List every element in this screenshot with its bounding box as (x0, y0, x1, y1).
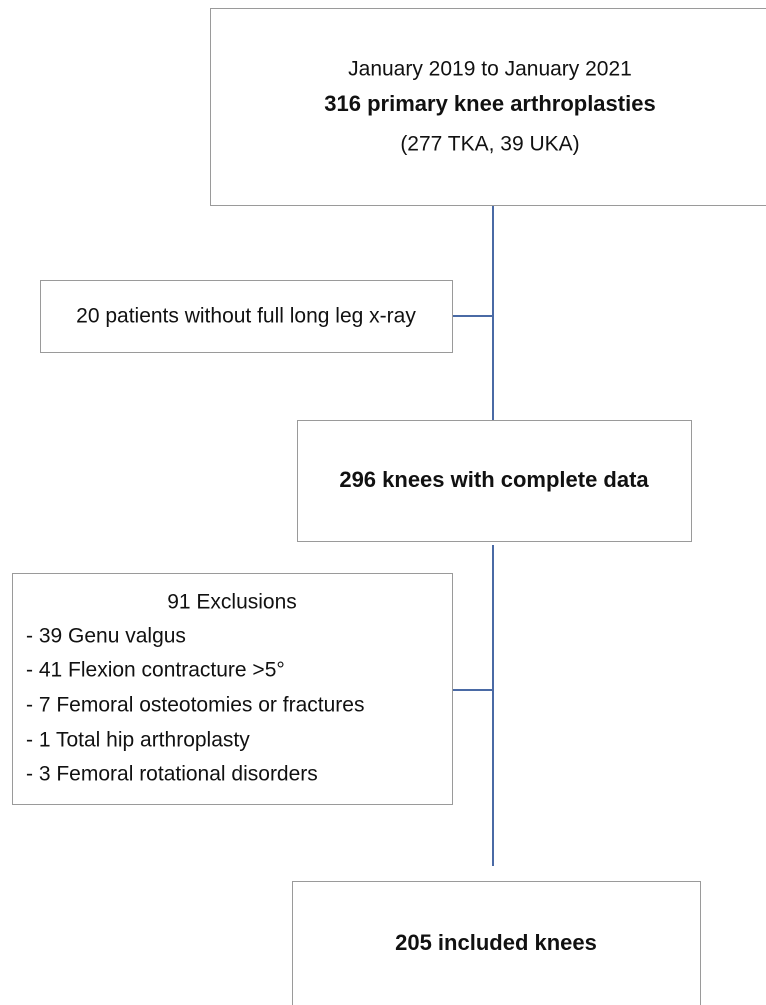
node-text: - 7 Femoral osteotomies or fractures (26, 694, 364, 717)
box (297, 420, 692, 542)
node-text: - 41 Flexion contracture >5° (26, 659, 285, 682)
node-text: - 3 Femoral rotational disorders (26, 763, 318, 786)
node-text: 316 primary knee arthroplasties (324, 91, 655, 116)
node-text: 20 patients without full long leg x-ray (76, 305, 416, 328)
box (292, 881, 701, 1005)
box (12, 573, 453, 805)
node-text: January 2019 to January 2021 (348, 58, 632, 81)
node-text: - 39 Genu valgus (26, 625, 186, 648)
node-text: - 1 Total hip arthroplasty (26, 729, 250, 752)
node-text: 205 included knees (395, 930, 597, 955)
box (40, 280, 453, 353)
node-text: (277 TKA, 39 UKA) (400, 133, 579, 156)
node-text: 91 Exclusions (167, 591, 297, 614)
node-text: 296 knees with complete data (339, 467, 649, 492)
box (210, 8, 766, 206)
